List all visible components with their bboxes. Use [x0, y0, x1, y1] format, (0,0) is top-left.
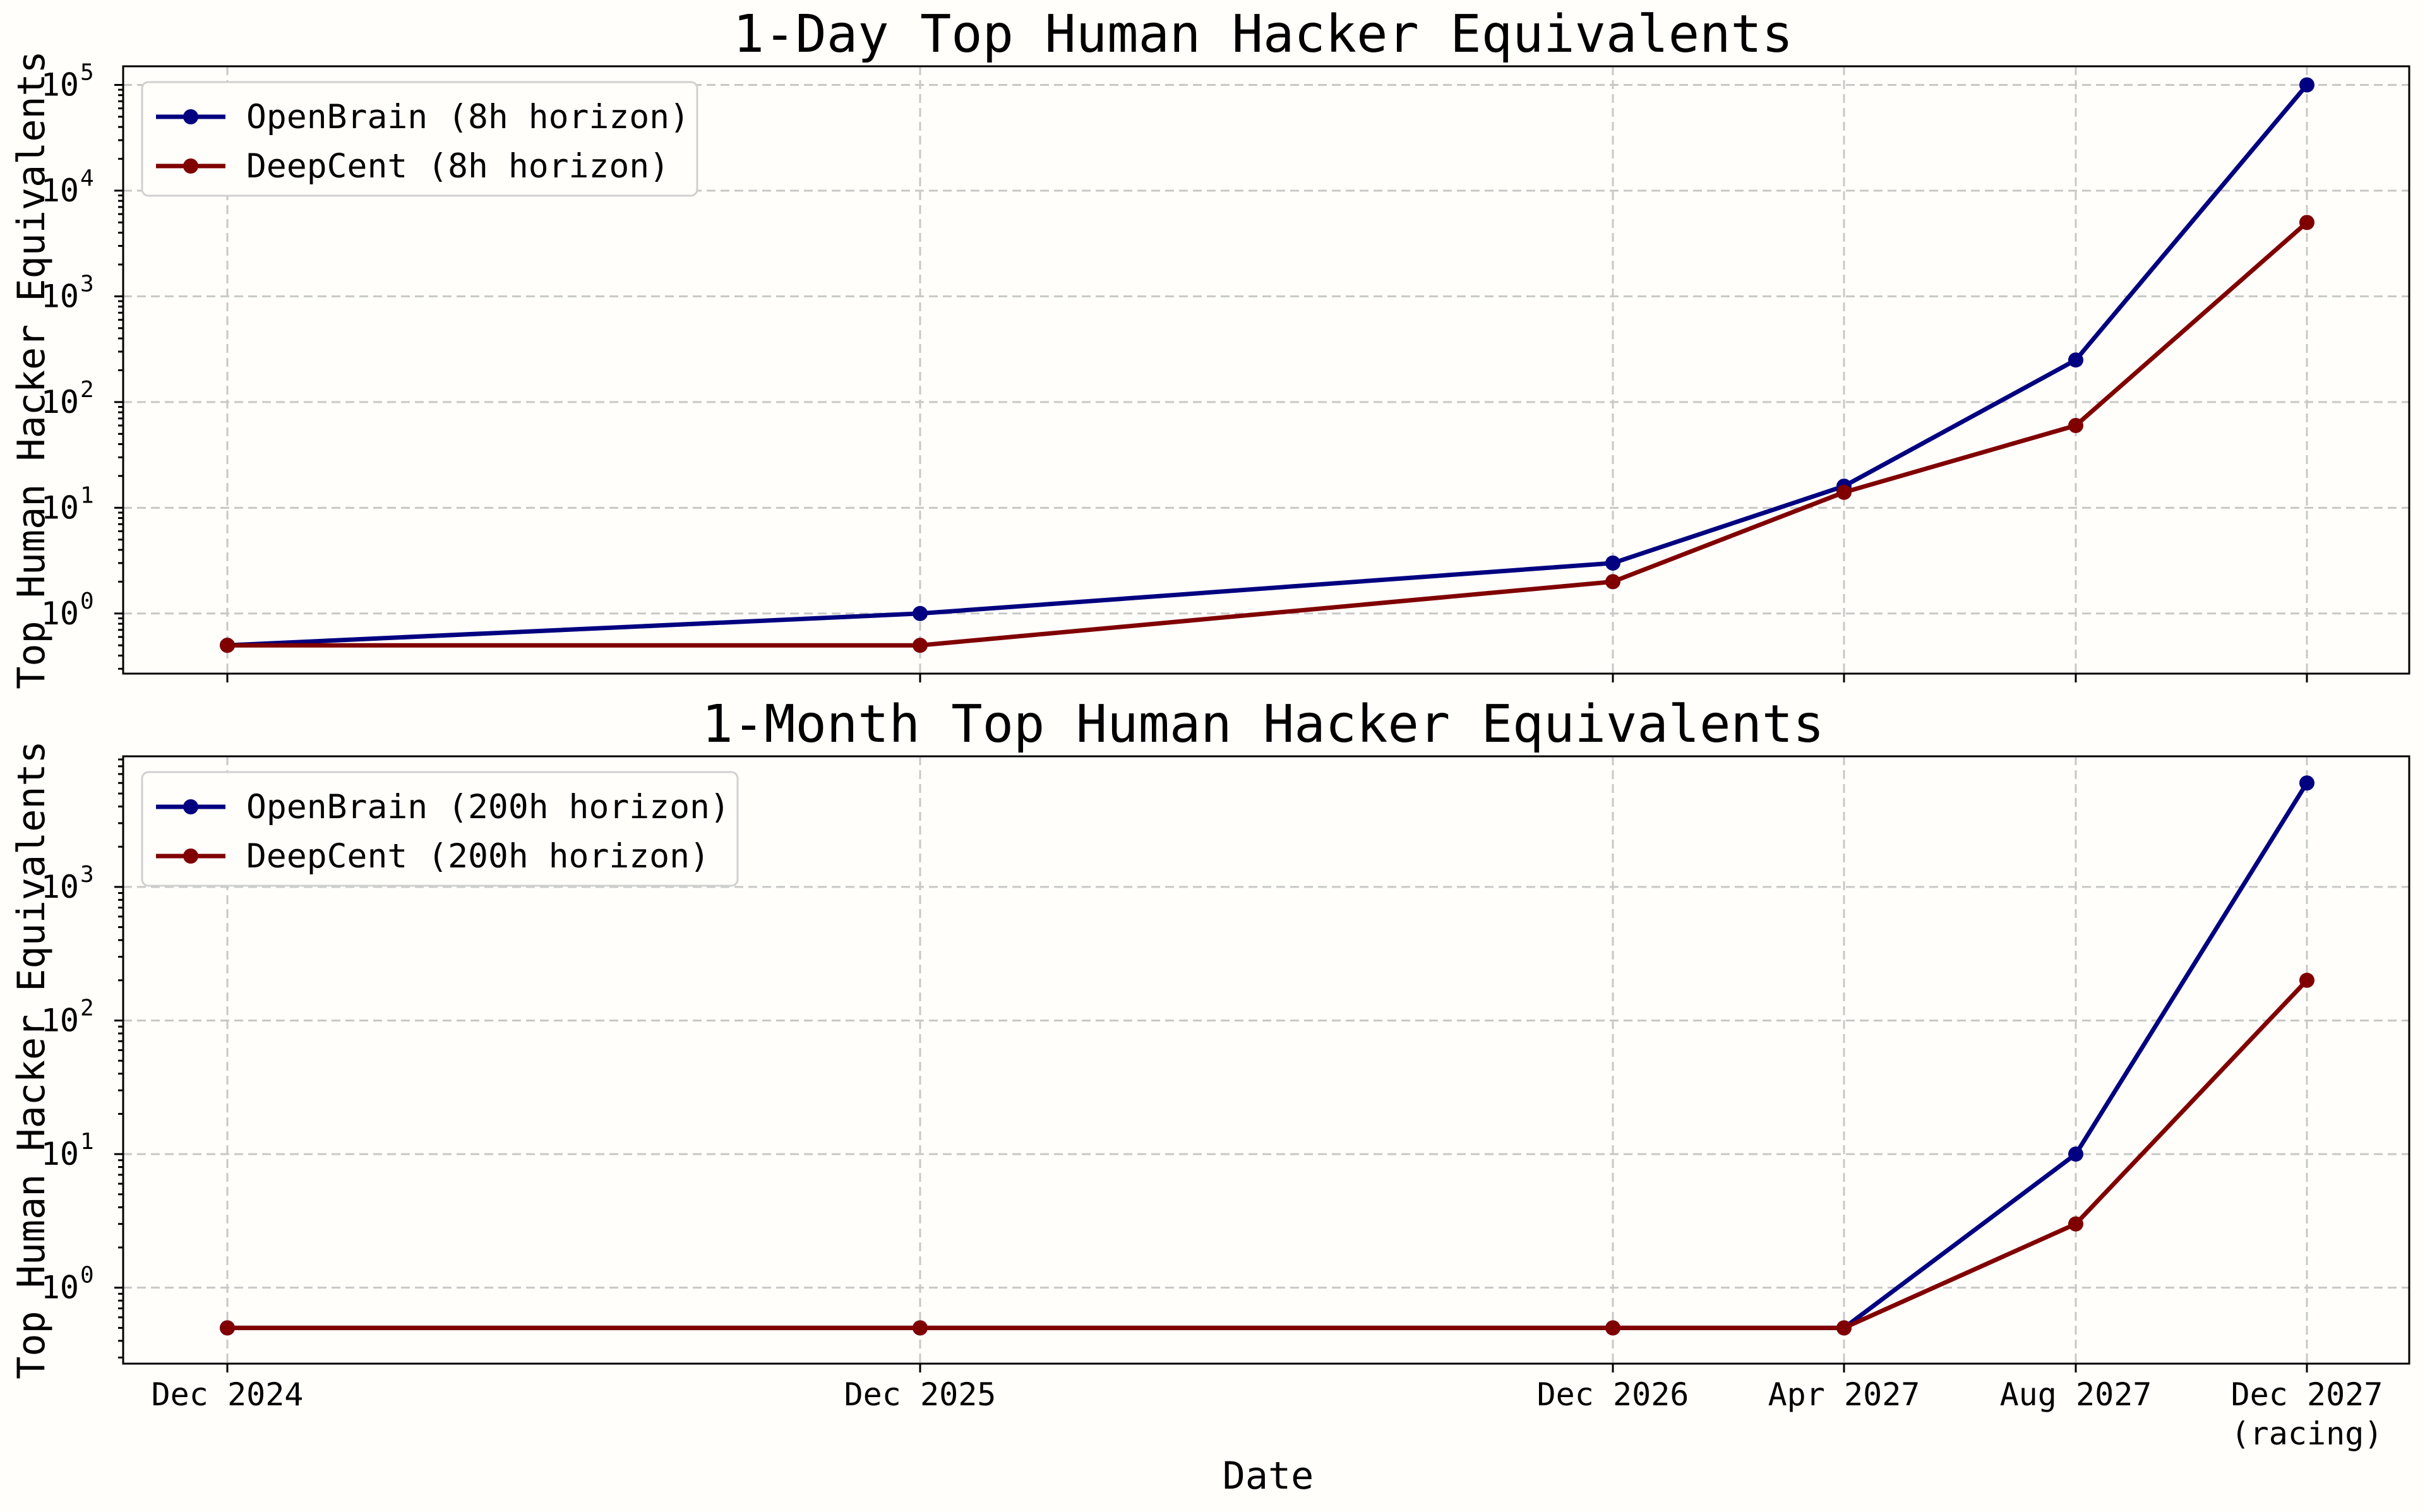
x-tick-label: Apr 2027 [1768, 1376, 1920, 1413]
y-tick-exponent: 1 [80, 482, 94, 508]
data-point-deepcent-8h-horizon [1605, 574, 1620, 590]
y-tick-label: 10 [41, 278, 79, 314]
legend-label: OpenBrain (8h horizon) [246, 98, 690, 136]
y-tick-exponent: 3 [80, 271, 94, 297]
y-tick-label: 10 [41, 1002, 79, 1039]
data-point-deepcent-8h-horizon [913, 638, 928, 653]
y-tick-label: 10 [41, 172, 79, 209]
y-tick-exponent: 5 [80, 59, 94, 85]
data-point-deepcent-200h-horizon [2068, 1216, 2083, 1232]
y-tick-exponent: 2 [80, 995, 94, 1021]
data-point-deepcent-8h-horizon [2299, 215, 2314, 230]
y-axis-label: Top Human Hacker Equivalents [9, 741, 54, 1379]
series-line-deepcent-200h-horizon [227, 979, 2309, 1330]
y-tick-exponent: 1 [80, 1129, 94, 1155]
data-point-openbrain-8h-horizon [913, 605, 928, 621]
data-point-openbrain-8h-horizon [2068, 352, 2083, 368]
plot-frame [122, 65, 2410, 675]
series-line-deepcent-8h-horizon [227, 220, 2309, 648]
legend: OpenBrain (200h horizon) DeepCent (200h h… [141, 771, 739, 887]
legend-label: OpenBrain (200h horizon) [246, 788, 730, 826]
plot-frame [122, 755, 2410, 1365]
y-axis-label: Top Human Hacker Equivalents [9, 51, 54, 689]
series-line-openbrain-8h-horizon [227, 83, 2309, 648]
data-point-deepcent-8h-horizon [220, 638, 235, 653]
x-tick-label: (racing) [2231, 1415, 2383, 1452]
legend-label: DeepCent (8h horizon) [246, 147, 669, 186]
y-tick-exponent: 0 [80, 1263, 94, 1289]
legend: OpenBrain (8h horizon) DeepCent (8h horiz… [141, 81, 698, 197]
y-tick-label: 10 [41, 1136, 79, 1172]
data-point-deepcent-200h-horizon [220, 1320, 235, 1336]
y-tick-label: 10 [41, 489, 79, 526]
data-point-openbrain-200h-horizon [2299, 775, 2314, 791]
data-point-deepcent-200h-horizon [1836, 1320, 1852, 1336]
y-tick-label: 10 [41, 595, 79, 632]
y-tick-label: 10 [41, 869, 79, 905]
chart-title: 1-Day Top Human Hacker Equivalents [733, 4, 1793, 64]
y-tick-exponent: 4 [80, 165, 94, 191]
y-tick-exponent: 2 [80, 377, 94, 403]
legend-marker-openbrain-8h-horizon [183, 109, 198, 124]
x-axis-label: Date [1223, 1454, 1314, 1498]
legend-marker-deepcent-8h-horizon [183, 158, 198, 174]
data-point-openbrain-200h-horizon [2068, 1146, 2083, 1162]
legend-label: DeepCent (200h horizon) [246, 837, 710, 876]
data-point-openbrain-8h-horizon [2299, 77, 2314, 93]
x-tick-label: Dec 2025 [844, 1376, 997, 1413]
x-tick-label: Dec 2027 [2231, 1376, 2383, 1413]
y-tick-exponent: 3 [80, 862, 94, 888]
legend-box [141, 771, 739, 887]
legend-marker-deepcent-200h-horizon [183, 848, 198, 864]
data-point-openbrain-8h-horizon [1605, 555, 1620, 571]
y-tick-label: 10 [41, 1270, 79, 1306]
x-tick-label: Dec 2026 [1537, 1376, 1689, 1413]
y-tick-label: 10 [41, 66, 79, 103]
chart-title: 1-Month Top Human Hacker Equivalents [702, 694, 1824, 754]
data-point-deepcent-200h-horizon [913, 1320, 928, 1336]
x-tick-label: Dec 2024 [152, 1376, 304, 1413]
y-tick-exponent: 0 [80, 588, 94, 614]
legend-box [141, 81, 698, 197]
y-tick-label: 10 [41, 384, 79, 420]
data-point-deepcent-200h-horizon [1605, 1320, 1620, 1336]
data-point-deepcent-8h-horizon [2068, 418, 2083, 434]
x-tick-label: Aug 2027 [2000, 1376, 2152, 1413]
data-point-deepcent-200h-horizon [2299, 972, 2314, 988]
legend-marker-openbrain-200h-horizon [183, 799, 198, 814]
data-point-deepcent-8h-horizon [1836, 484, 1852, 500]
